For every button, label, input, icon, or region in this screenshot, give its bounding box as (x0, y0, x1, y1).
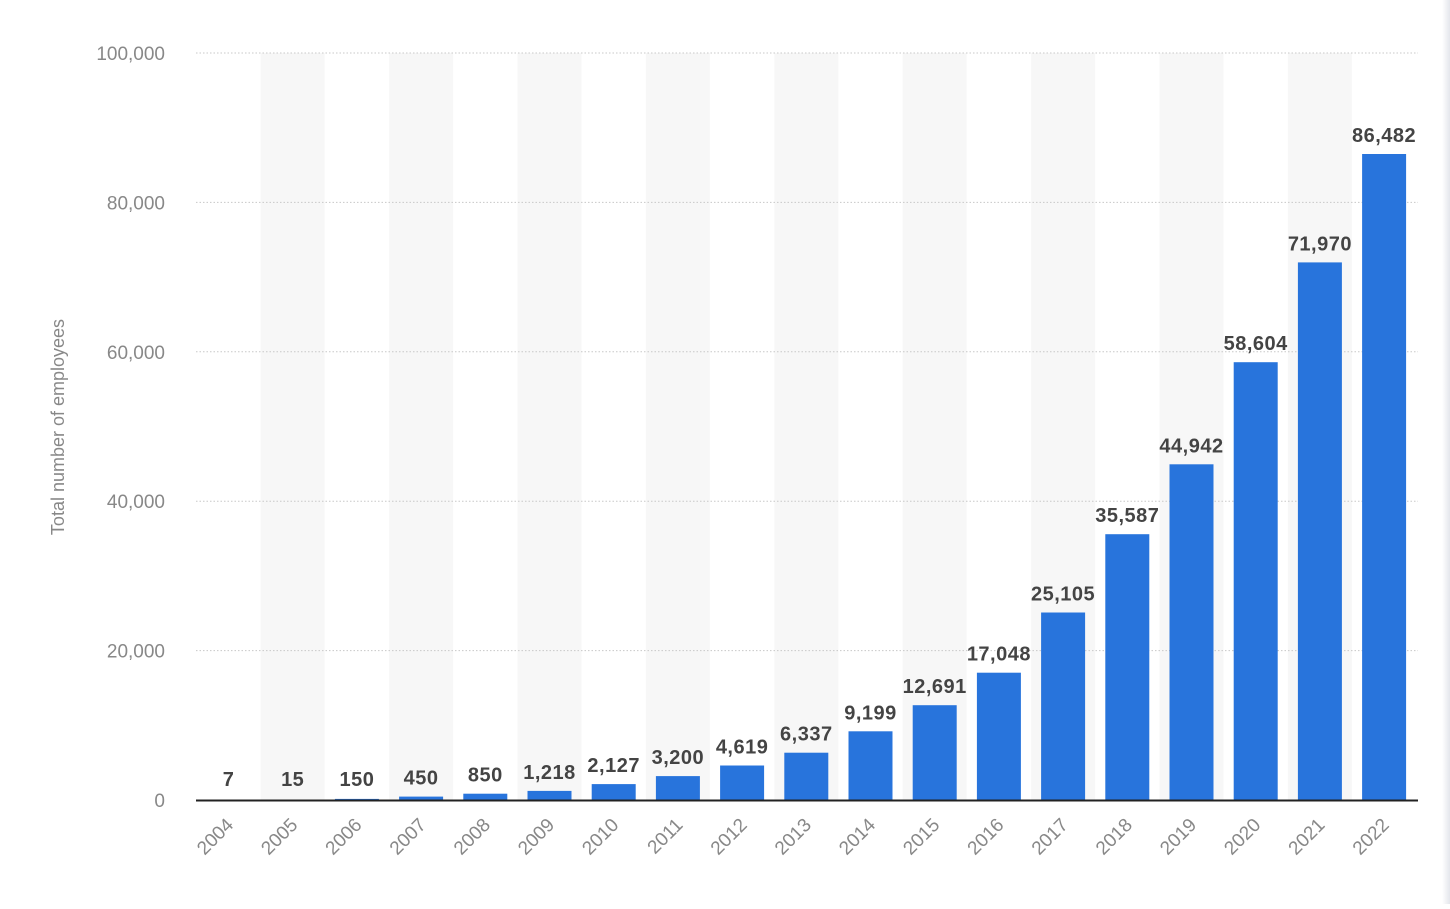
bar (528, 791, 572, 800)
bar (463, 794, 507, 800)
category-band (389, 53, 453, 800)
y-tick-label: 40,000 (107, 492, 165, 513)
bar-value-label: 6,337 (780, 724, 833, 746)
bar-value-label: 2,127 (587, 755, 640, 777)
x-tick-label: 2011 (644, 815, 688, 859)
y-axis-ticks: 0 20,000 40,000 60,000 80,000 100,000 (96, 44, 165, 812)
x-tick-label: 2012 (707, 815, 752, 860)
x-tick-label: 2020 (1220, 815, 1265, 860)
x-tick-label: 2019 (1156, 815, 1201, 860)
bar-value-label: 9,199 (844, 702, 897, 724)
x-tick-label: 2010 (578, 815, 623, 860)
y-tick-label: 20,000 (107, 642, 165, 663)
x-tick-label: 2015 (899, 815, 944, 860)
x-tick-label: 2022 (1349, 815, 1394, 860)
x-axis-ticks: 2004 2005 2006 2007 2008 2009 2010 2011 2012 2013… (193, 814, 1393, 859)
bar-value-label: 86,482 (1352, 125, 1416, 147)
bar (656, 776, 700, 800)
bar (913, 705, 957, 800)
bar-value-label: 12,691 (903, 676, 967, 698)
bar (592, 784, 636, 800)
x-tick-label: 2013 (771, 815, 816, 860)
bar (1362, 154, 1406, 800)
y-tick-label: 80,000 (107, 193, 165, 214)
x-tick-label: 2016 (964, 815, 1009, 860)
bar-value-label: 4,619 (716, 737, 769, 759)
x-tick-label: 2005 (257, 815, 302, 860)
x-tick-label: 2018 (1092, 815, 1137, 860)
bar (720, 766, 764, 801)
bar-value-label: 71,970 (1288, 233, 1352, 255)
x-tick-label: 2021 (1285, 815, 1330, 860)
x-tick-label: 2009 (514, 815, 559, 860)
bar (1041, 613, 1085, 801)
y-axis-label: Total number of employees (48, 319, 68, 535)
bar (399, 797, 443, 800)
bar (977, 673, 1021, 800)
bar (849, 731, 893, 800)
bar-value-label: 7 (223, 769, 235, 791)
bar-value-label: 35,587 (1095, 505, 1159, 527)
bar-value-label: 15 (281, 769, 304, 791)
bar-value-label: 450 (404, 768, 439, 790)
bar-value-label: 44,942 (1159, 435, 1223, 457)
bar (1234, 362, 1278, 800)
x-tick-label: 2017 (1028, 815, 1073, 860)
bar (1105, 534, 1149, 800)
x-tick-label: 2004 (193, 814, 238, 859)
bar (1298, 262, 1342, 800)
category-band (646, 53, 710, 800)
category-band (261, 53, 325, 800)
y-tick-label: 0 (154, 791, 165, 812)
bar-value-label: 150 (339, 769, 374, 791)
y-tick-label: 60,000 (107, 343, 165, 364)
scroll-edge-shadow (1442, 0, 1450, 904)
bar (784, 753, 828, 800)
bar-value-label: 58,604 (1224, 333, 1289, 355)
x-tick-label: 2014 (835, 814, 880, 859)
bar-value-label: 25,105 (1031, 584, 1095, 606)
x-tick-label: 2007 (386, 815, 431, 860)
x-tick-label: 2006 (322, 815, 367, 860)
bar-value-label: 3,200 (652, 747, 705, 769)
bar-value-label: 1,218 (523, 762, 576, 784)
x-tick-label: 2008 (450, 815, 495, 860)
bar-value-label: 850 (468, 765, 503, 787)
bar-value-label: 17,048 (967, 644, 1031, 666)
bar (1170, 464, 1214, 800)
category-band (518, 53, 582, 800)
category-band (774, 53, 838, 800)
y-tick-label: 100,000 (96, 44, 165, 65)
